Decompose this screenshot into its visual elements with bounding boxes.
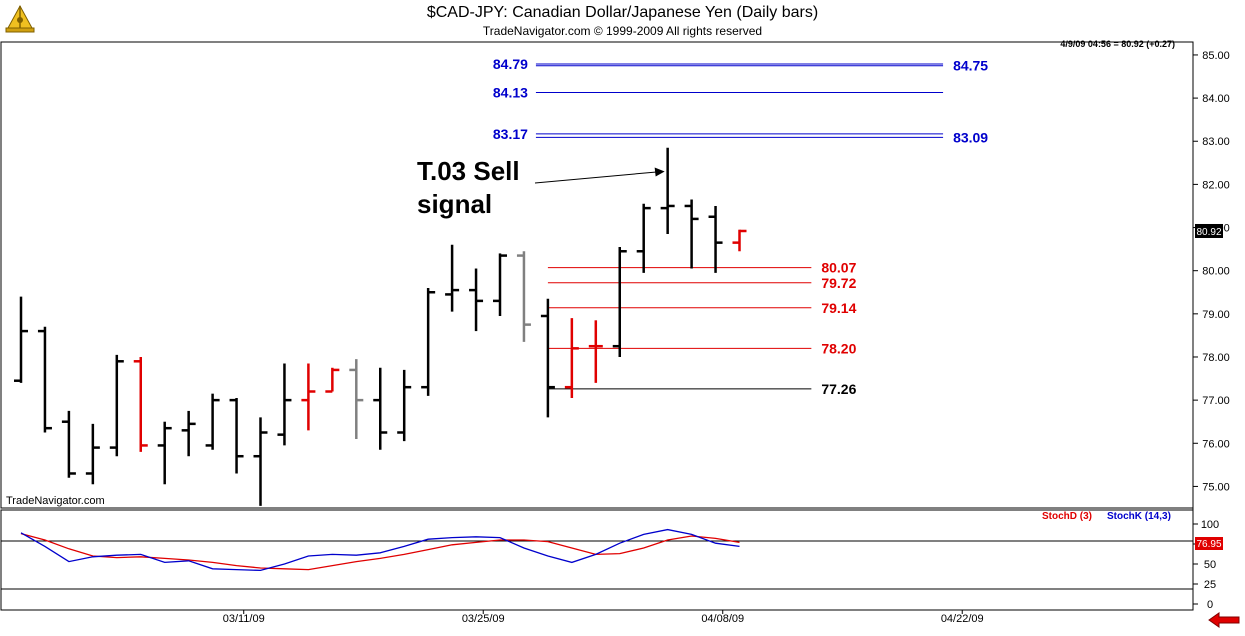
level-label-right: 79.72	[821, 275, 856, 291]
quote-text: 4/9/09 04:56 = 80.92 (+0.27)	[1060, 39, 1175, 49]
annotation-line2: signal	[417, 189, 492, 219]
level-label-right: 84.75	[953, 58, 988, 74]
price-y-tick-label: 85.00	[1202, 50, 1230, 62]
sextant-logo-icon[interactable]	[4, 4, 36, 34]
annotation-arrow	[534, 171, 657, 184]
price-bar	[229, 397, 244, 474]
stochastic-panel	[0, 509, 1194, 611]
price-bar	[325, 367, 340, 393]
price-y-tick-label: 79.00	[1202, 309, 1230, 321]
stoch-d-line	[20, 532, 740, 571]
x-tick-label: 04/08/09	[701, 613, 744, 625]
watermark-text: TradeNavigator.com	[6, 495, 105, 507]
price-y-tick-label: 76.00	[1202, 438, 1230, 450]
price-y-tick-label: 78.00	[1202, 352, 1230, 364]
price-bar	[181, 410, 196, 457]
price-bar	[564, 318, 579, 398]
scroll-left-arrow-icon[interactable]	[1207, 612, 1241, 628]
chart-title: $CAD-JPY: Canadian Dollar/Japanese Yen (…	[426, 4, 819, 21]
x-tick-label: 04/22/09	[941, 613, 984, 625]
price-bar	[612, 246, 627, 357]
stoch-k-line	[20, 528, 740, 572]
price-bar	[445, 244, 460, 312]
price-bar	[14, 296, 28, 383]
copyright-text: TradeNavigator.com © 1999-2009 All right…	[482, 24, 763, 38]
price-bar	[588, 320, 603, 383]
price-bar	[37, 326, 52, 433]
price-bar	[157, 421, 172, 485]
price-bar	[469, 268, 484, 332]
level-label-right: 83.09	[953, 129, 988, 145]
stoch-y-tick-label: 50	[1204, 559, 1216, 571]
price-bar	[85, 423, 100, 485]
stoch-y-tick-label: 25	[1204, 579, 1216, 591]
price-bar	[660, 147, 675, 235]
price-bar	[684, 199, 699, 269]
last-price-box	[1195, 223, 1223, 238]
x-tick-label: 03/11/09	[223, 613, 265, 625]
price-y-tick-label: 77.00	[1202, 395, 1230, 407]
price-bar	[421, 287, 436, 396]
price-bar	[516, 251, 531, 342]
price-bar	[540, 298, 555, 418]
price-bar	[205, 393, 220, 450]
price-bar	[636, 203, 651, 273]
price-bar	[373, 367, 388, 450]
price-bar	[277, 363, 292, 446]
price-y-tick-label: 75.00	[1202, 481, 1230, 493]
price-bar	[253, 417, 268, 506]
price-bar	[397, 369, 412, 442]
last-price-label: 80.92	[1196, 227, 1221, 238]
price-bar	[732, 229, 747, 252]
price-bar	[133, 356, 148, 452]
level-label-left: 83.17	[493, 126, 528, 142]
level-label-right: 79.14	[821, 300, 856, 316]
stoch-last-box	[1195, 537, 1223, 550]
stoch-y-tick-label: 0	[1207, 599, 1213, 611]
price-panel	[0, 41, 1194, 509]
price-y-tick-label: 80.00	[1202, 266, 1230, 278]
level-label-right: 80.07	[821, 260, 856, 276]
stoch-last-label: 76.95	[1196, 539, 1221, 550]
price-bar	[349, 359, 364, 439]
price-bar	[708, 205, 723, 273]
annotation-line1: T.03 Sell	[417, 156, 520, 186]
stoch-y-tick-label: 100	[1201, 519, 1219, 531]
x-tick-label: 03/25/09	[462, 613, 505, 625]
price-y-tick-label: 84.00	[1202, 93, 1230, 105]
legend-stoch-d: StochD (3)	[1042, 511, 1092, 522]
annotation-arrowhead	[654, 167, 665, 177]
level-label-right: 78.20	[821, 340, 856, 356]
price-bar	[493, 253, 507, 316]
price-bar	[301, 363, 316, 431]
price-bar	[61, 410, 76, 478]
level-label-left: 84.79	[493, 56, 528, 72]
price-y-tick-label: 83.00	[1202, 136, 1230, 148]
legend-stoch-k: StochK (14,3)	[1107, 511, 1171, 522]
level-label-left: 84.13	[493, 84, 528, 100]
price-y-tick-label: 82.00	[1202, 179, 1230, 191]
level-label-right: 77.26	[821, 381, 856, 397]
price-bar	[109, 354, 124, 457]
